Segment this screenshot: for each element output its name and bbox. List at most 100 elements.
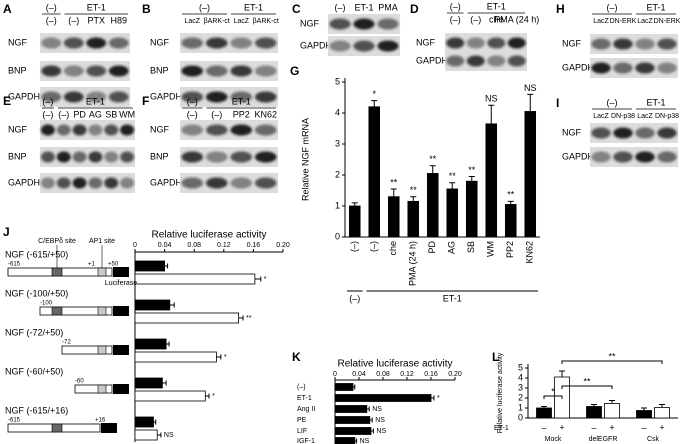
row-label: GAPDH xyxy=(300,40,332,50)
ap1-site xyxy=(97,306,107,316)
lane-label: (–) xyxy=(211,109,222,119)
lane-label: PMA xyxy=(378,2,398,12)
row-label: NGF xyxy=(562,127,582,137)
error-bar xyxy=(609,400,615,404)
luciferase xyxy=(113,384,129,394)
bar xyxy=(407,200,420,238)
error-bar xyxy=(507,200,514,205)
bar xyxy=(586,406,602,419)
error-bar xyxy=(659,404,665,408)
bar xyxy=(134,273,256,285)
x-tick-label: 0.20 xyxy=(276,242,290,249)
blot-band xyxy=(181,151,204,163)
group-label: ET-1 xyxy=(646,97,665,107)
position-label: -615 xyxy=(8,418,21,424)
cebp-site xyxy=(51,423,63,433)
group-label: (–) xyxy=(42,96,53,106)
lane-label: DN-p38 xyxy=(655,113,679,120)
group-label: ET-1 xyxy=(443,293,462,303)
cebp-site xyxy=(51,306,63,316)
significance: * xyxy=(264,276,267,283)
x-tick-label: 0.16 xyxy=(247,242,261,249)
bar xyxy=(485,123,498,238)
lane-label: (–) xyxy=(42,109,53,119)
chart-title: Relative luciferase activity xyxy=(337,359,452,370)
blot-band xyxy=(86,91,107,103)
luciferase xyxy=(113,345,129,355)
position-label: -72 xyxy=(62,340,71,346)
blot-band xyxy=(104,177,119,189)
blot-band xyxy=(72,151,87,163)
position-label: -615 xyxy=(8,262,21,268)
lane-label: (–) xyxy=(68,15,79,25)
bar xyxy=(604,403,620,419)
significance: ** xyxy=(608,351,616,361)
panel-letter: D xyxy=(410,2,419,16)
panel-letter: I xyxy=(556,96,559,110)
blot-band xyxy=(205,124,228,136)
promoter xyxy=(74,384,113,394)
y-tick-label: 5 xyxy=(335,76,340,86)
blot-band xyxy=(108,65,129,77)
bar xyxy=(134,260,166,272)
blot-band xyxy=(613,62,633,74)
x-tick-label: PP2 xyxy=(505,241,515,258)
blot-band xyxy=(104,124,119,136)
significance: NS xyxy=(375,417,385,424)
group-label: (–) xyxy=(187,96,198,106)
lane-label: LacZ xyxy=(233,18,249,25)
promoter xyxy=(61,345,113,355)
bar xyxy=(504,204,517,238)
blot-band xyxy=(329,18,351,30)
blot-band xyxy=(254,37,277,49)
significance: NS xyxy=(372,406,382,413)
lane-label: (–) xyxy=(450,14,461,24)
category-label: NGF (-60/+50) xyxy=(5,366,63,376)
blot-band xyxy=(657,151,677,163)
row-label: GAPDH xyxy=(8,177,40,187)
blot-band xyxy=(205,177,228,189)
row-label: GAPDH xyxy=(562,62,594,72)
blot-band xyxy=(88,177,103,189)
error-bar xyxy=(559,370,565,377)
blot-band xyxy=(88,124,103,136)
bracket xyxy=(561,385,613,389)
blot-band xyxy=(254,124,277,136)
category-label: NGF (-72/+50) xyxy=(5,327,63,337)
bar xyxy=(134,312,239,324)
row-label: NGF xyxy=(300,18,320,28)
blot-strip xyxy=(40,33,130,53)
ap1-site xyxy=(97,267,107,277)
significance: * xyxy=(551,386,555,396)
blot-band xyxy=(205,151,228,163)
significance: NS xyxy=(485,94,498,104)
legend-entry: – xyxy=(641,422,646,432)
ap1-site xyxy=(97,384,107,394)
x-tick-label: PD xyxy=(427,241,437,254)
blot-band xyxy=(230,151,253,163)
y-tick-label: 0 xyxy=(335,231,340,241)
panel-letter: K xyxy=(292,350,301,364)
blot-band xyxy=(230,177,253,189)
row-label: NGF xyxy=(562,38,582,48)
x-tick-label: Mock xyxy=(545,436,562,443)
error-bar xyxy=(351,202,358,206)
blot-band xyxy=(120,151,135,163)
x-tick-label: SB xyxy=(466,241,476,253)
category-label: Ang II xyxy=(297,406,315,413)
error-bar xyxy=(254,276,262,282)
blot-band xyxy=(635,151,655,163)
category-label: PE xyxy=(297,417,307,424)
blot-band xyxy=(446,55,465,67)
blot-band xyxy=(120,124,135,136)
error-bar xyxy=(527,93,534,112)
blot-band xyxy=(205,37,228,49)
blot-band xyxy=(56,124,71,136)
row-label: BNP xyxy=(150,151,169,161)
blot-band xyxy=(254,91,277,103)
blot-band xyxy=(230,37,253,49)
blot-band xyxy=(108,91,129,103)
y-tick-label: 4 xyxy=(518,372,523,382)
panel-letter: H xyxy=(556,2,565,16)
significance: ** xyxy=(507,190,515,200)
